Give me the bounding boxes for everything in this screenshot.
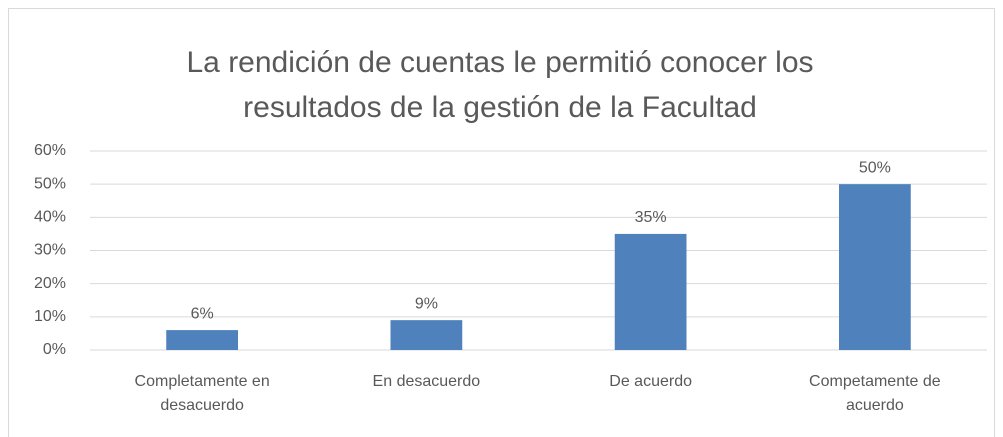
bar — [614, 233, 687, 350]
y-tick-label: 50% — [34, 175, 66, 192]
x-tick-label: Completamente en desacuerdo — [134, 373, 270, 414]
x-tick-label: Competamente de acuerdo — [809, 373, 941, 414]
y-tick-label: 10% — [34, 308, 66, 325]
chart-title: La rendición de cuentas le permitió cono… — [186, 46, 814, 124]
chart-frame — [8, 8, 995, 437]
data-label: 6% — [191, 305, 214, 322]
data-label: 9% — [415, 295, 438, 312]
y-tick-label: 60% — [34, 142, 66, 159]
y-tick-label: 40% — [34, 209, 66, 226]
data-label: 50% — [859, 159, 891, 176]
x-tick-label: De acuerdo — [609, 373, 692, 390]
y-tick-label: 20% — [34, 275, 66, 292]
data-label: 35% — [635, 209, 667, 226]
y-tick-label: 30% — [34, 242, 66, 259]
bar — [838, 184, 911, 350]
bar — [166, 330, 239, 350]
bar — [390, 320, 463, 350]
x-tick-label: En desacuerdo — [372, 373, 481, 390]
y-tick-label: 0% — [43, 341, 66, 358]
